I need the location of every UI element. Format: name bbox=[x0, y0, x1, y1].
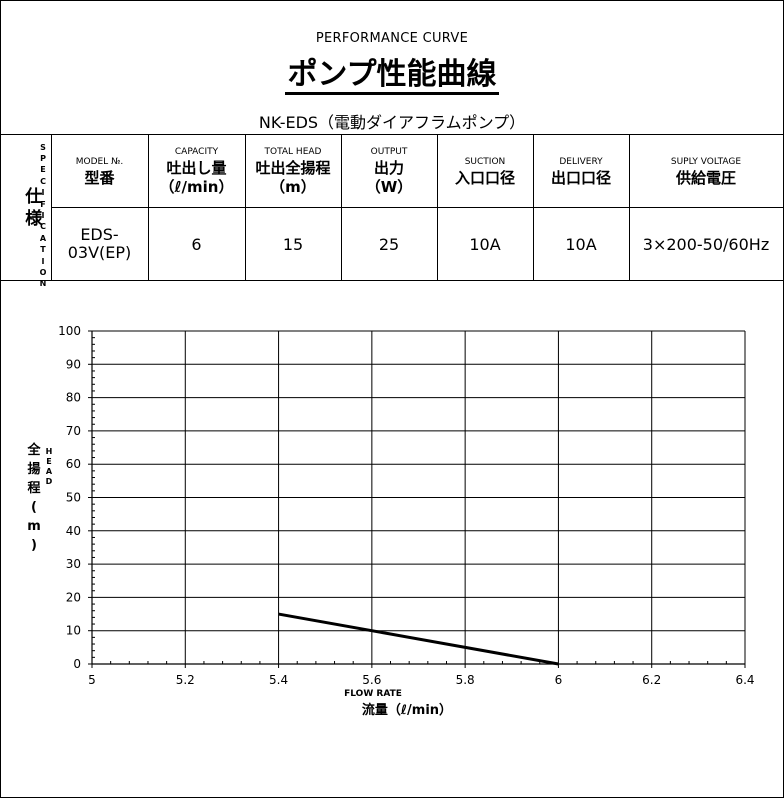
y-tick-label: 10 bbox=[66, 624, 81, 638]
y-tick-label: 40 bbox=[66, 524, 81, 538]
y-tick-label: 30 bbox=[66, 557, 81, 571]
col-output: OUTPUT 出力 （W） bbox=[340, 134, 438, 208]
val-voltage: 3×200-50/60Hz bbox=[628, 207, 784, 281]
x-tick-label: 6.2 bbox=[642, 673, 661, 687]
y-tick-label: 100 bbox=[58, 324, 81, 338]
y-tick-label: 90 bbox=[66, 357, 81, 371]
chart-series bbox=[278, 612, 559, 666]
x-axis-label-en: FLOW RATE bbox=[344, 689, 402, 699]
y-tick-label: 80 bbox=[66, 391, 81, 405]
col-capacity: CAPACITY 吐出し量 （ℓ/min） bbox=[147, 134, 246, 208]
x-tick-label: 5.6 bbox=[362, 673, 381, 687]
x-tick-label: 5.8 bbox=[456, 673, 475, 687]
page-title: ポンプ性能曲線 bbox=[1, 49, 783, 95]
chart-grid bbox=[92, 330, 746, 664]
x-tick-label: 5 bbox=[88, 673, 96, 687]
y-tick-label: 70 bbox=[66, 424, 81, 438]
spec-side-jp: 仕様 bbox=[25, 186, 43, 229]
series-line bbox=[278, 612, 559, 666]
performance-chart: 0 10 20 30 40 50 60 70 80 90 100 5 5.2 5.4 5.6 5.8 6 6.2 6… bbox=[26, 324, 754, 718]
y-tick-label: 50 bbox=[66, 491, 81, 505]
x-tick-label: 5.4 bbox=[269, 673, 288, 687]
col-delivery: DELIVERY 出口口径 bbox=[532, 134, 630, 208]
val-output: 25 bbox=[340, 207, 438, 281]
chart-ticks: 0 10 20 30 40 50 60 70 80 90 100 5 5.2 5.4 5.6 5.8 6 6.2 6… bbox=[58, 324, 754, 687]
x-axis-label-jp: 流量（ℓ/min） bbox=[362, 702, 452, 718]
col-head: TOTAL HEAD 吐出全揚程 （m） bbox=[244, 134, 342, 208]
y-axis-label-jp: 全揚程(m) bbox=[26, 442, 41, 553]
col-suction: SUCTION 入口口径 bbox=[436, 134, 534, 208]
col-model: MODEL №. 型番 bbox=[50, 134, 149, 208]
spec-values-row: EDS- 03V(EP) 6 15 25 10A 10A 3×200-50/60H… bbox=[1, 207, 784, 281]
x-tick-label: 6 bbox=[555, 673, 563, 687]
y-tick-label: 0 bbox=[73, 657, 81, 671]
val-capacity: 6 bbox=[147, 207, 246, 281]
val-head: 15 bbox=[244, 207, 342, 281]
col-voltage: SUPLY VOLTAGE 供給電圧 bbox=[628, 134, 784, 208]
subtitle: PERFORMANCE CURVE bbox=[315, 31, 469, 46]
val-suction: 10A bbox=[436, 207, 534, 281]
page-title-text: ポンプ性能曲線 bbox=[285, 57, 499, 95]
val-model: EDS- 03V(EP) bbox=[50, 207, 149, 281]
x-tick-label: 6.4 bbox=[735, 673, 754, 687]
val-delivery: 10A bbox=[532, 207, 630, 281]
y-tick-label: 20 bbox=[66, 590, 81, 604]
x-tick-label: 5.2 bbox=[176, 673, 195, 687]
y-tick-label: 60 bbox=[66, 457, 81, 471]
model-line: NK-EDS（電動ダイアフラムポンプ） bbox=[258, 113, 526, 132]
